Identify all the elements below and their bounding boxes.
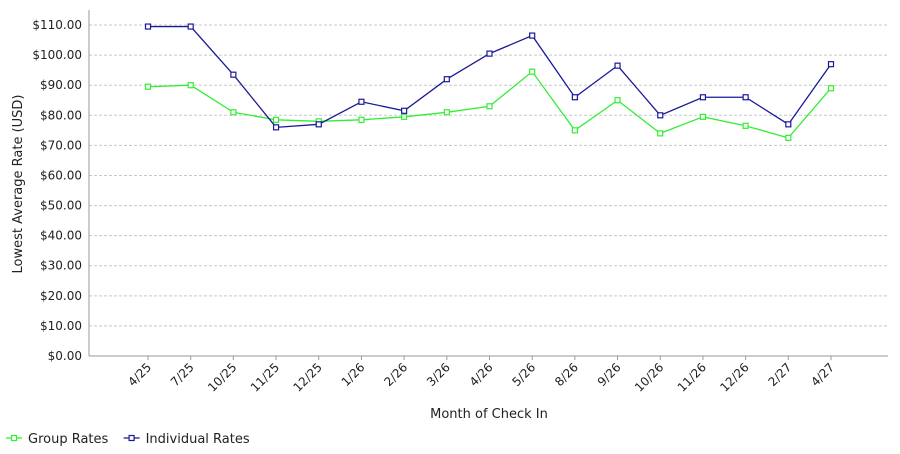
x-tick-label: 2/26: [381, 360, 410, 389]
y-tick-label: $90.00: [40, 78, 82, 92]
y-tick-label: $40.00: [40, 229, 82, 243]
data-point: [742, 94, 749, 101]
series-line: [148, 25, 832, 129]
data-point: [529, 68, 536, 75]
data-point: [358, 98, 365, 105]
x-tick-label: 10/26: [632, 360, 666, 394]
data-point: [614, 97, 621, 104]
gridlines: [89, 24, 888, 327]
data-point: [144, 83, 152, 90]
y-tick-label: $0.00: [48, 349, 82, 363]
data-point: [187, 82, 194, 89]
y-tick-label: $30.00: [40, 259, 82, 273]
data-point: [571, 94, 578, 101]
x-tick-label: 8/26: [552, 360, 581, 389]
legend-label: Individual Rates: [146, 432, 250, 447]
x-tick-label: 7/25: [168, 360, 197, 389]
x-tick-label: 2/27: [765, 360, 794, 389]
series-lines: [144, 23, 835, 141]
x-tick-label: 12/25: [291, 360, 325, 394]
data-point: [742, 122, 749, 129]
y-tick-label: $100.00: [32, 48, 82, 62]
data-point: [187, 23, 194, 30]
axes: [88, 10, 888, 360]
data-point: [785, 121, 792, 128]
data-point: [443, 76, 450, 83]
y-axis-title: Lowest Average Rate (USD): [11, 95, 26, 274]
data-point: [785, 134, 792, 141]
data-point: [272, 124, 280, 131]
data-point: [827, 85, 835, 92]
data-point: [230, 71, 237, 78]
x-tick-label: 10/25: [205, 360, 239, 394]
series-group-rates: [144, 68, 835, 141]
x-tick-labels: 4/25 7/25 10/25 11/25 12/25 1/26 2/26 3/26 4/26 5…: [125, 360, 837, 394]
x-tick-label: 4/25: [125, 360, 154, 389]
y-tick-label: $50.00: [40, 199, 82, 213]
legend-label: Group Rates: [28, 432, 109, 447]
y-tick-label: $70.00: [40, 138, 82, 152]
legend-swatch-marker: [10, 434, 18, 442]
data-point: [486, 50, 493, 57]
x-tick-label: 4/27: [808, 360, 837, 389]
y-tick-label: $110.00: [32, 18, 82, 32]
data-point: [699, 113, 707, 120]
data-point: [443, 109, 450, 116]
data-point: [358, 116, 365, 123]
data-point: [315, 121, 322, 128]
legend-item: Individual Rates: [123, 432, 250, 447]
x-tick-label: 1/26: [339, 360, 368, 389]
x-tick-label: 4/26: [467, 360, 496, 389]
y-tick-label: $80.00: [40, 108, 82, 122]
data-point: [827, 61, 835, 68]
data-point: [272, 116, 280, 123]
legend: Group Rates Individual Rates: [6, 432, 250, 447]
x-tick-label: 12/26: [717, 360, 751, 394]
x-tick-label: 5/26: [509, 360, 538, 389]
y-tick-label: $10.00: [40, 319, 82, 333]
x-tick-label: 9/26: [595, 360, 624, 389]
data-point: [401, 107, 408, 114]
data-point: [230, 109, 237, 116]
y-tick-labels: $0.00 $10.00 $20.00 $30.00 $40.00 $50.00 $60.0…: [32, 18, 82, 363]
data-point: [486, 103, 493, 110]
data-point: [571, 127, 578, 134]
x-axis-title: Month of Check In: [430, 407, 548, 422]
x-tick-label: 11/26: [675, 360, 709, 394]
data-point: [529, 32, 536, 39]
data-point: [614, 62, 621, 69]
x-tick-label: 11/25: [248, 360, 282, 394]
y-tick-label: $20.00: [40, 289, 82, 303]
series-individual-rates: [144, 23, 835, 131]
data-point: [657, 112, 664, 119]
data-point: [144, 23, 152, 30]
data-point: [401, 113, 408, 120]
x-tick-label: 3/26: [424, 360, 453, 389]
data-point: [657, 130, 664, 137]
y-tick-label: $60.00: [40, 168, 82, 182]
data-point: [699, 94, 707, 101]
legend-swatch-marker: [128, 434, 135, 442]
legend-item: Group Rates: [6, 432, 109, 447]
